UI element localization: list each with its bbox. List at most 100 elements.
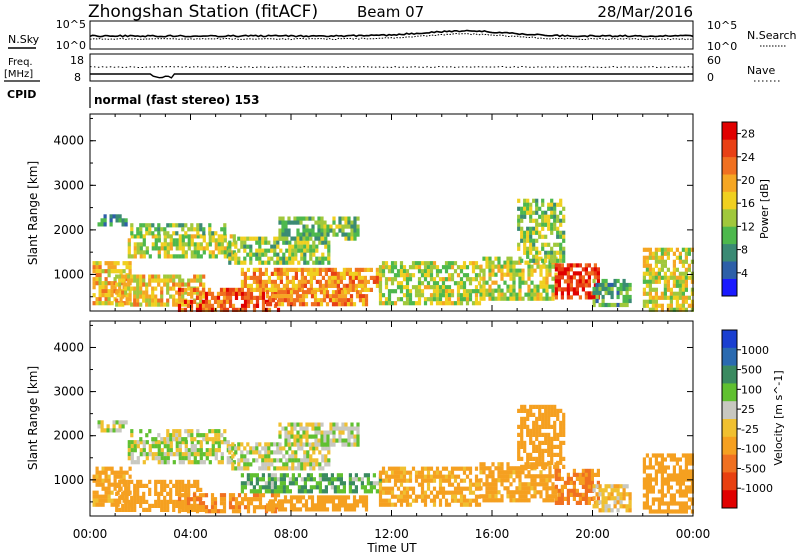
velocity-data-cell [163,483,167,488]
velocity-data-cell [98,478,102,483]
velocity-data-cell [613,484,617,489]
power-data-cell [468,289,473,294]
power-data-cell [338,220,342,225]
power-data-cell [267,275,271,280]
velocity-data-cell [282,489,286,494]
power-data-cell [666,251,670,256]
power-data-cell [217,242,221,247]
velocity-data-cell [459,486,464,491]
power-data-cell [133,286,137,291]
power-data-cell [590,271,594,276]
velocity-data-cell [104,498,108,503]
power-data-cell [450,277,455,282]
power-data-cell [672,279,676,284]
power-data-cell [240,244,244,249]
power-data-cell [337,298,342,303]
power-data-cell [282,267,286,272]
power-data-cell [321,287,325,292]
velocity-data-cell [497,490,501,495]
power-data-cell [414,301,419,306]
velocity-data-cell [276,489,280,494]
power-data-cell [315,279,319,284]
power-data-cell [450,261,455,266]
power-data-cell [133,290,137,295]
velocity-data-cell [306,450,310,455]
velocity-data-cell [317,422,321,427]
power-data-cell [249,236,253,241]
power-data-cell [672,275,676,280]
velocity-data-cell [610,492,614,497]
velocity-data-cell [273,485,277,490]
power-data-cell [350,228,354,233]
velocity-data-cell [432,470,437,475]
velocity-data-cell [130,452,134,457]
power-data-cell [536,288,540,293]
power-data-cell [500,264,504,269]
power-data-cell [293,220,297,225]
velocity-data-cell [378,470,383,475]
velocity-data-cell [110,490,114,495]
power-data-cell [118,214,122,219]
velocity-data-cell [426,478,431,483]
power-data-cell [356,232,360,237]
power-data-cell [517,198,521,203]
power-data-cell [396,297,401,302]
power-data-cell [559,242,563,247]
velocity-data-cell [265,507,270,512]
power-data-cell [139,302,143,307]
velocity-data-cell [148,503,152,508]
power-data-cell [92,261,96,266]
nsearch-axis-bottom: 10^0 [707,40,737,53]
velocity-data-cell [280,503,285,508]
power-data-cell [166,282,170,287]
power-data-cell [208,254,212,259]
power-data-cell [327,240,331,245]
power-data-cell [327,252,331,257]
power-data-cell [539,296,543,301]
velocity-data-cell [553,412,557,417]
velocity-data-cell [524,482,528,487]
power-data-cell [252,252,256,257]
power-data-cell [217,234,221,239]
power-data-cell [148,223,152,228]
velocity-data-cell [270,458,274,463]
power-data-cell [311,232,315,237]
velocity-data-cell [530,482,534,487]
power-data-cell [282,271,286,276]
velocity-data-cell [314,438,318,443]
power-data-cell [557,283,561,288]
velocity-data-cell [485,474,489,479]
velocity-data-cell [560,500,564,505]
velocity-data-cell [199,433,203,438]
velocity-data-cell [485,466,489,471]
velocity-data-cell [181,452,185,457]
power-data-cell [157,274,161,279]
power-data-cell [199,227,203,232]
velocity-data-cell [240,450,244,455]
velocity-data-cell [625,504,629,509]
velocity-data-cell [366,489,370,494]
power-data-cell [363,267,367,272]
power-data-cell [190,250,194,255]
power-data-cell [336,271,340,276]
power-data-cell [491,272,495,277]
velocity-data-cell [491,470,495,475]
power-data-cell [622,298,626,304]
power-data-cell [687,295,691,300]
velocity-data-cell [128,466,132,471]
velocity-data-cell [559,432,563,437]
power-data-cell [243,295,248,300]
velocity-data-cell [172,507,176,512]
power-data-cell [231,303,236,308]
velocity-data-cell [533,482,537,487]
power-data-cell [590,291,594,296]
power-data-cell [300,271,304,276]
velocity-data-cell [592,484,596,489]
power-data-cell [163,246,167,251]
velocity-data-cell [672,453,676,458]
velocity-data-cell [211,452,215,457]
velocity-data-cell [642,469,646,474]
power-data-cell [364,298,369,303]
power-data-cell [205,246,209,251]
power-data-cell [98,289,102,294]
